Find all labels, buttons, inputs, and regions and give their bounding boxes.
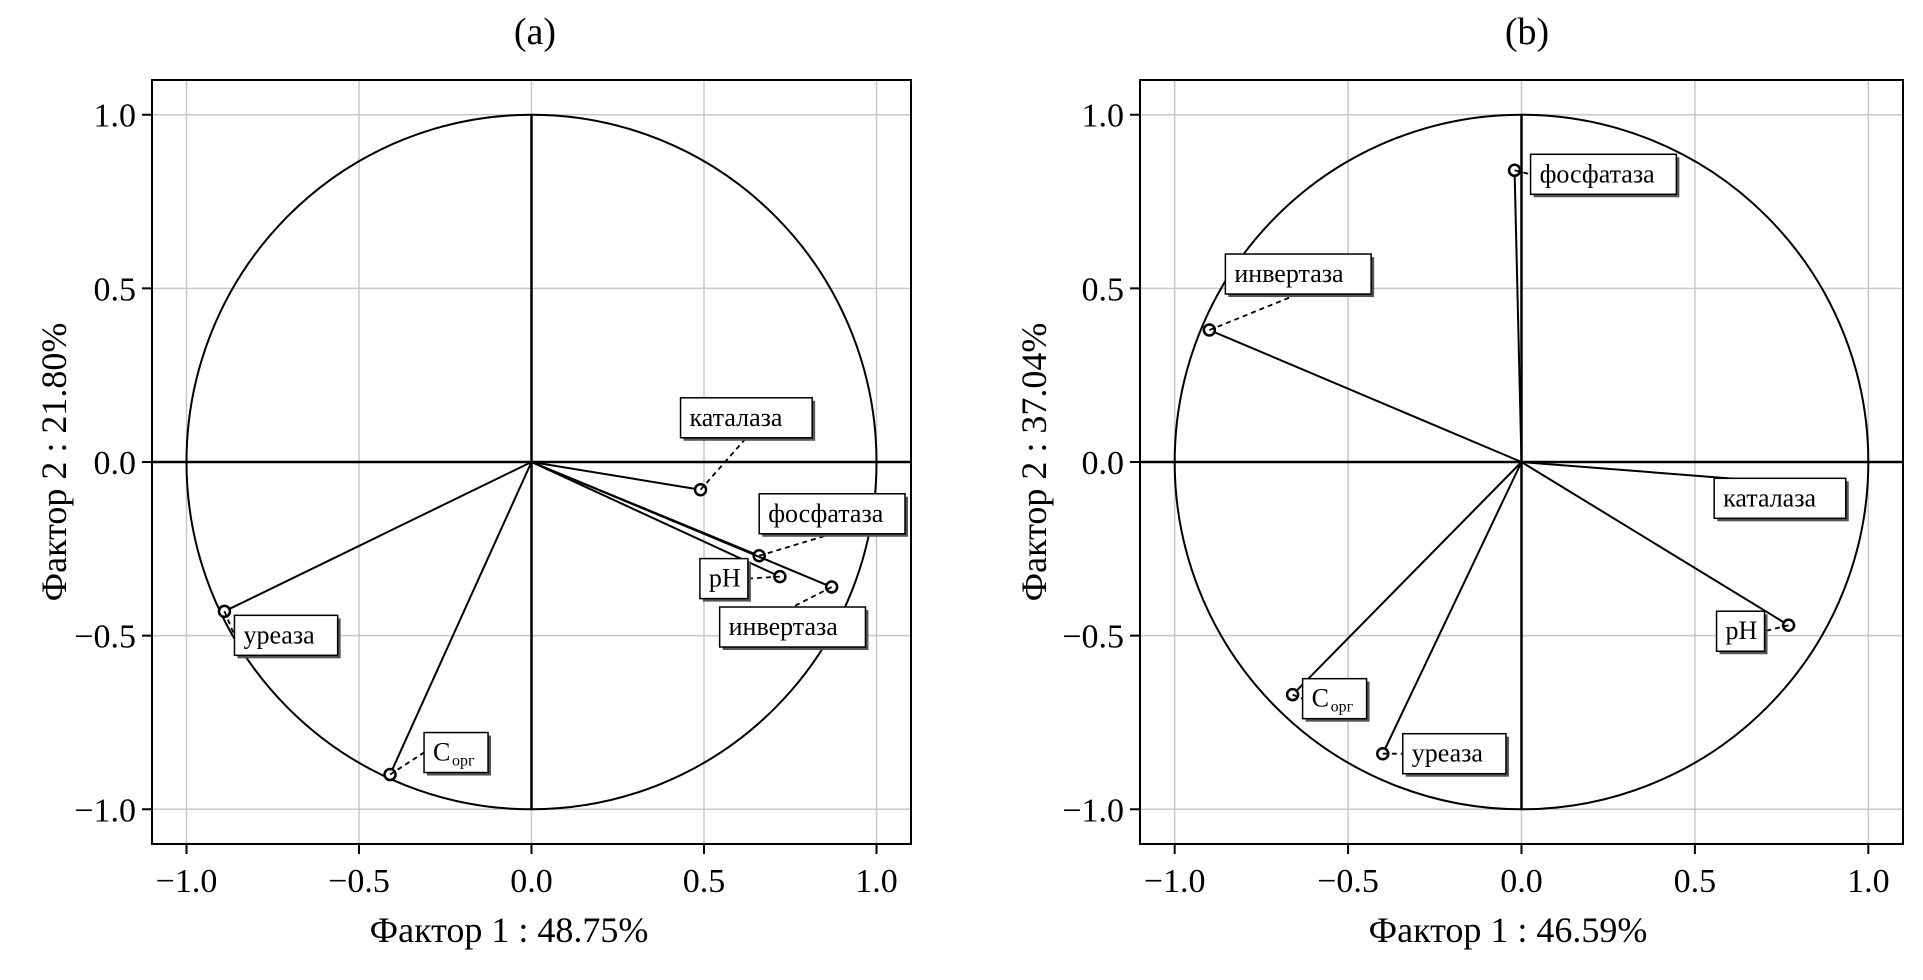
chart-a-y-axis-title: Фактор 2 : 21.80% [34,323,74,602]
chart-b-x-tick-label: −1.0 [1144,863,1206,900]
chart-a-x-tick-label: 0.5 [683,863,726,900]
chart-b-point-label: C [1312,684,1329,713]
chart-a-x-tick-label: −0.5 [328,863,390,900]
chart-a-point-label: инвертаза [729,612,839,641]
chart-a-label-box [758,493,906,535]
chart-b-y-tick-label: 1.0 [1082,98,1125,135]
chart-b-label-leader [1764,624,1789,633]
chart-a-label-leader [792,586,833,608]
chart-a-loading-vector [531,461,781,578]
chart-a-point-label: каталаза [690,403,783,432]
chart-b-x-tick-label: 1.0 [1847,863,1890,900]
chart-a-label-leader [223,610,236,636]
chart-b-label-box [1713,477,1847,520]
chart-a-loading-vector [531,461,833,588]
chart-a-label-box [233,614,339,657]
chart-a-label-box [699,557,749,600]
chart-b-label-box [1224,253,1372,295]
chart-b-loading-vector [1513,170,1523,463]
chart-b-point-label: pH [1726,616,1758,645]
chart-a-x-tick-label: −1.0 [156,863,218,900]
chart-b-y-axis-title: Фактор 2 : 37.04% [1014,323,1054,602]
chart-a-x-tick-label: 1.0 [855,863,898,900]
chart-b-y-tick-label: 0.5 [1082,271,1125,308]
chart-b-group: (b) −1.0 −0.5 0.0 0.5 1.0 −1.0 −0.5 0.0 0.5 1.0 Фак… [1014,11,1904,950]
chart-b-x-tick-label: −0.5 [1317,863,1379,900]
chart-a-label-box [423,731,489,774]
chart-a-y-tick-label: 1.0 [94,98,137,135]
chart-b-point-label: каталаза [1723,483,1816,512]
chart-b-label-leader [1514,169,1531,176]
chart-a-y-tick-label: 0.0 [94,445,137,482]
chart-a-point-label: C [433,738,450,767]
chart-b-y-tick-label: −0.5 [1062,619,1124,656]
chart-b-loading-vector [1381,461,1523,755]
chart-b-label-box [1402,732,1507,775]
chart-a-label-leader [758,532,833,557]
chart-a-x-tick-label: 0.0 [510,863,553,900]
chart-a-group: (a) −1.0 −0.5 0.0 0.5 1.0 −1.0 −0.5 0.0 0.5 1.0 Фак… [34,11,912,950]
chart-b-loading-vector [1291,461,1523,696]
chart-b-y-tick-label: −1.0 [1062,792,1124,829]
chart-b-point-label: фосфатаза [1540,159,1656,188]
chart-a-label-box [718,606,867,648]
chart-b-x-tick-label: 0.0 [1500,863,1543,900]
chart-b-label-box [1301,677,1368,720]
chart-b-loading-vector [1208,329,1522,463]
chart-a-title: (a) [514,11,556,53]
chart-b-title: (b) [1505,11,1549,53]
chart-b-point-label-subscript: орг [1331,699,1354,716]
chart-b-x-axis-title: Фактор 1 : 46.59% [1369,910,1648,950]
chart-a-y-tick-label: 0.5 [94,271,137,308]
chart-a-point-label: pH [709,564,741,593]
chart-a-label-box [679,397,813,439]
chart-a-label-leader [389,751,425,776]
chart-b-label-box [1715,610,1766,652]
chart-b-x-tick-label: 0.5 [1674,863,1717,900]
chart-a-y-tick-label: −0.5 [74,619,136,656]
chart-b-loading-vector [1520,461,1790,627]
chart-a-point-label: уреаза [243,620,315,649]
chart-b-y-tick-label: 0.0 [1082,445,1125,482]
chart-b-point-label: инвертаза [1234,259,1344,288]
chart-a-y-tick-label: −1.0 [74,792,136,829]
chart-a-point-label: фосфатаза [768,499,884,528]
chart-b-point-label: уреаза [1412,739,1484,768]
chart-b-label-leader [1292,693,1303,700]
chart-a-point-label-subscript: орг [452,753,475,770]
chart-b-label-leader [1209,293,1299,331]
chart-b-label-box [1529,153,1678,196]
chart-a-loading-vector [224,461,532,613]
chart-a-loading-vector [531,461,701,491]
chart-a-label-leader [699,437,748,491]
chart-a-loading-vector [389,461,533,775]
chart-a-x-axis-title: Фактор 1 : 48.75% [370,910,649,950]
